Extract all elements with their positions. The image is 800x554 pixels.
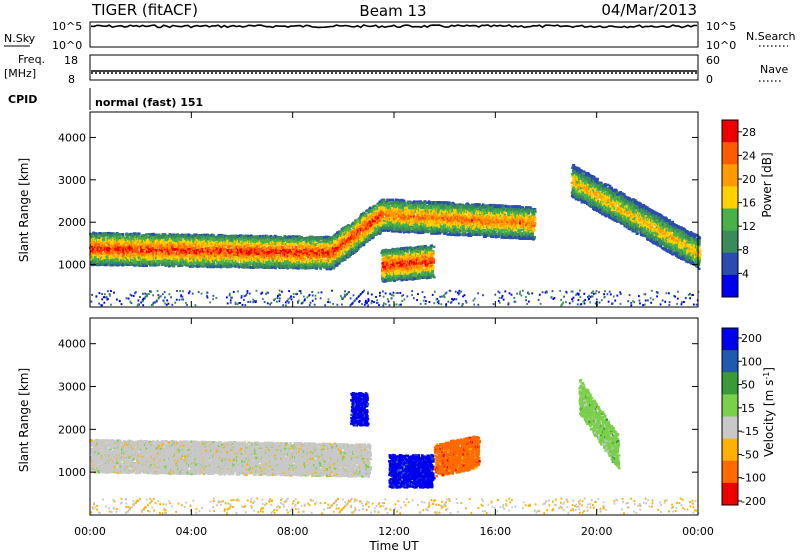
nsearch-tick-bottom: 10^0 [706, 39, 736, 52]
data-cell [94, 256, 97, 258]
data-cell [122, 233, 125, 235]
nsky-trace [91, 25, 697, 28]
data-cell [130, 264, 133, 266]
nave-tick-top: 60 [706, 54, 720, 67]
data-cell [93, 251, 96, 253]
freq-label-2: [MHz] [4, 67, 36, 80]
nsky-tick-bottom: 10^0 [52, 39, 82, 52]
data-cell [102, 233, 105, 235]
nsky-panel: N.Sky 10^5 10^0 10^5 10^0 N.Search [4, 20, 796, 52]
nave-tick-bottom: 0 [706, 73, 713, 86]
nsearch-tick-top: 10^5 [706, 20, 736, 33]
data-cell [108, 247, 111, 249]
data-cell [145, 233, 148, 235]
data-cell [138, 233, 141, 235]
cpid-label: CPID [8, 93, 37, 106]
nsky-tick-top: 10^5 [52, 20, 82, 33]
cpid-row: CPID normal (fast) 151 [8, 88, 203, 110]
station-title: TIGER (fitACF) [91, 1, 198, 19]
beam-title: Beam 13 [359, 2, 426, 20]
freq-tick-bottom: 8 [68, 73, 75, 86]
data-cell [113, 255, 116, 257]
date-title: 04/Mar/2013 [601, 1, 697, 19]
nsearch-label: N.Search [746, 30, 796, 43]
data-cell [113, 251, 116, 253]
freq-panel: Freq. [MHz] 18 8 60 0 Nave [4, 53, 788, 86]
nave-label: Nave [760, 63, 788, 76]
freq-tick-top: 18 [64, 54, 78, 67]
data-cell [136, 250, 139, 252]
data-cell [149, 253, 152, 255]
cpid-text: normal (fast) 151 [95, 96, 203, 109]
nsky-label: N.Sky [4, 32, 36, 45]
figure: TIGER (fitACF) Beam 13 04/Mar/2013 N.Sky… [0, 0, 800, 554]
freq-label-1: Freq. [18, 53, 45, 66]
data-cell [125, 242, 128, 244]
